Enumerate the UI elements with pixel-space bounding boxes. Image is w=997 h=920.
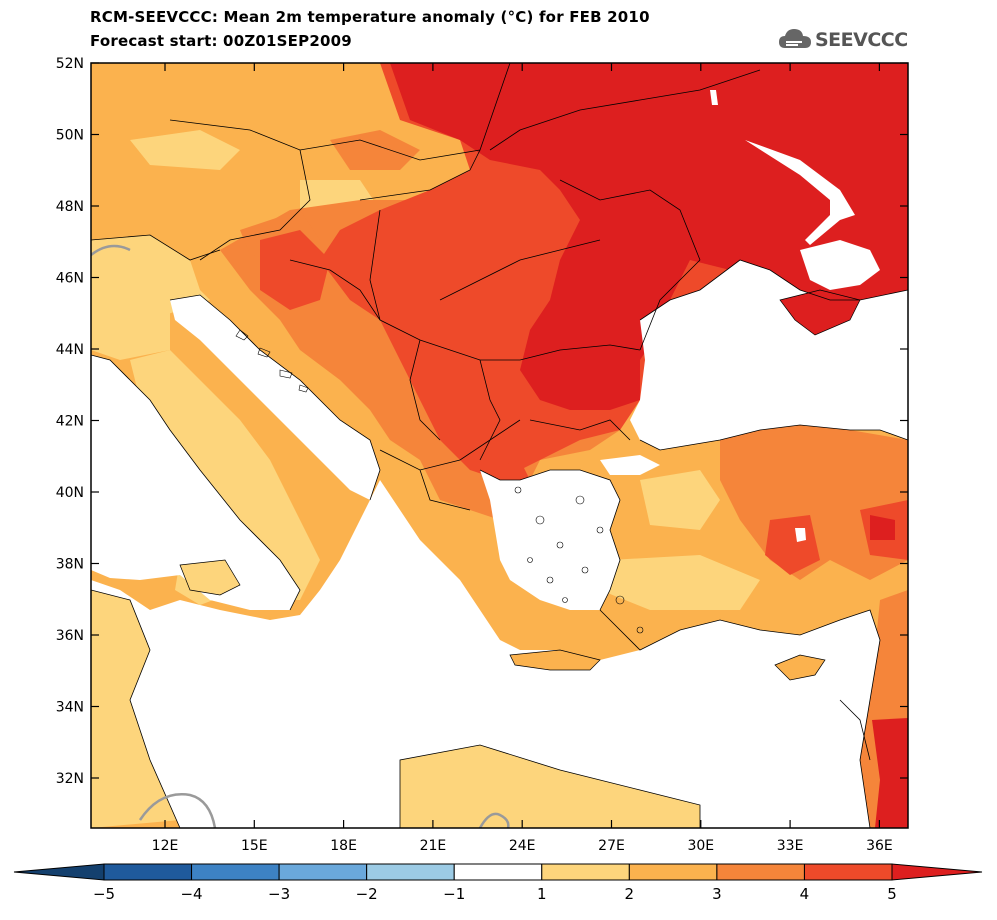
lon-label: 33E (777, 838, 804, 854)
longitude-axis: 12E 15E 18E 21E 24E 27E 30E 33E 36E (152, 63, 893, 854)
colorbar-segment (803, 863, 893, 881)
map-plot-area (91, 63, 908, 828)
seevccc-logo: SEEVCCC (778, 24, 908, 54)
colorbar-under-arrow (13, 863, 105, 881)
cyprus-island (774, 654, 826, 681)
lon-label: 15E (241, 838, 268, 854)
sea-areas (91, 90, 908, 828)
forecast-start: Forecast start: 00Z01SEP2009 (90, 32, 352, 50)
lat-label: 34N (56, 700, 84, 716)
colorbar-label: −2 (356, 885, 378, 903)
dalmatian-islands (235, 329, 309, 393)
anomaly-1-2-areas (91, 130, 760, 828)
colorbar-label: −3 (268, 885, 290, 903)
lon-label: 27E (598, 838, 625, 854)
anomaly-gt5-areas (390, 63, 908, 828)
cloud-icon (779, 29, 811, 48)
colorbar-segment (366, 863, 455, 881)
sicily-island (179, 559, 241, 596)
colorbar-label: 5 (887, 885, 897, 903)
plot-frame (90, 62, 909, 829)
crimea-peninsula (779, 289, 861, 336)
lat-label: 46N (56, 271, 84, 287)
colorbar-label: 4 (800, 885, 810, 903)
lat-label: 42N (56, 414, 84, 430)
lon-label: 12E (152, 838, 179, 854)
colorbar-segment (103, 863, 193, 881)
lon-label: 21E (420, 838, 447, 854)
negative-contour-lines (91, 244, 510, 828)
colorbar-label: −5 (93, 885, 115, 903)
lon-label: 36E (866, 838, 893, 854)
lon-label: 18E (330, 838, 357, 854)
colorbar-segment (453, 863, 543, 881)
aegean-islands (514, 486, 644, 634)
colorbar-label: 3 (712, 885, 722, 903)
lat-label: 40N (56, 485, 84, 501)
colorbar: −5 −4 −3 −2 −1 1 2 3 4 5 (13, 863, 983, 903)
lat-label: 52N (56, 56, 84, 72)
lon-label: 30E (687, 838, 714, 854)
colorbar-segment (716, 863, 805, 881)
lat-label: 44N (56, 342, 84, 358)
country-borders (91, 63, 908, 828)
lat-label: 38N (56, 557, 84, 573)
colorbar-over-arrow (891, 863, 983, 881)
colorbar-segment (628, 863, 718, 881)
colorbar-segment (278, 863, 368, 881)
lat-label: 36N (56, 628, 84, 644)
colorbar-label: −4 (180, 885, 202, 903)
colorbar-label: 2 (625, 885, 635, 903)
colorbar-label: −1 (443, 885, 465, 903)
logo-text: SEEVCCC (815, 29, 908, 51)
lat-label: 32N (56, 771, 84, 787)
latitude-axis: 52N 50N 48N 46N 44N 42N 40N 38N 36N 34N 32N (56, 56, 908, 787)
lon-label: 24E (509, 838, 536, 854)
colorbar-segment (191, 863, 280, 881)
colorbar-segment (541, 863, 630, 881)
crete-island (509, 649, 601, 671)
lat-label: 48N (56, 199, 84, 215)
map-title: RCM-SEEVCCC: Mean 2m temperature anomaly… (90, 8, 650, 26)
colorbar-label: 1 (537, 885, 547, 903)
lat-label: 50N (56, 128, 84, 144)
